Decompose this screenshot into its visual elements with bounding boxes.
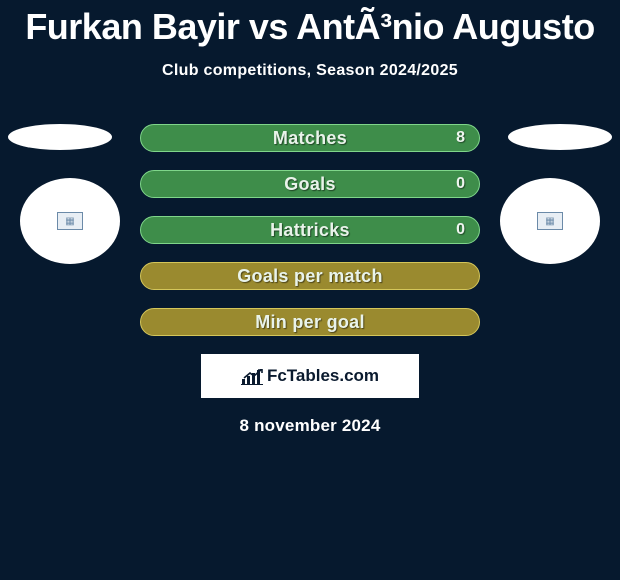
stat-value-right: 0 [456,221,465,239]
stat-label: Matches [273,128,347,149]
player-right-avatar: ▦ [500,178,600,264]
player-left-name-ellipse [8,124,112,150]
logo-text: FcTables.com [267,366,379,386]
comparison-panel: ▦ ▦ Matches 8 Goals 0 Hattricks 0 Goals … [0,124,620,436]
stat-bars: Matches 8 Goals 0 Hattricks 0 Goals per … [140,124,480,336]
player-left-avatar: ▦ [20,178,120,264]
placeholder-image-icon: ▦ [537,212,563,230]
player-right-name-ellipse [508,124,612,150]
stat-label: Goals [284,174,336,195]
stat-value-right: 8 [456,129,465,147]
date-label: 8 november 2024 [0,416,620,436]
page-title: Furkan Bayir vs AntÃ³nio Augusto [0,0,620,48]
stat-bar-goals-per-match: Goals per match [140,262,480,290]
stat-label: Hattricks [270,220,350,241]
stat-label: Goals per match [237,266,383,287]
bar-chart-icon [241,367,263,385]
stat-value-right: 0 [456,175,465,193]
stat-bar-matches: Matches 8 [140,124,480,152]
stat-label: Min per goal [255,312,365,333]
stat-bar-hattricks: Hattricks 0 [140,216,480,244]
fctables-logo: FcTables.com [201,354,419,398]
subtitle: Club competitions, Season 2024/2025 [0,62,620,80]
stat-bar-goals: Goals 0 [140,170,480,198]
stat-bar-min-per-goal: Min per goal [140,308,480,336]
placeholder-image-icon: ▦ [57,212,83,230]
